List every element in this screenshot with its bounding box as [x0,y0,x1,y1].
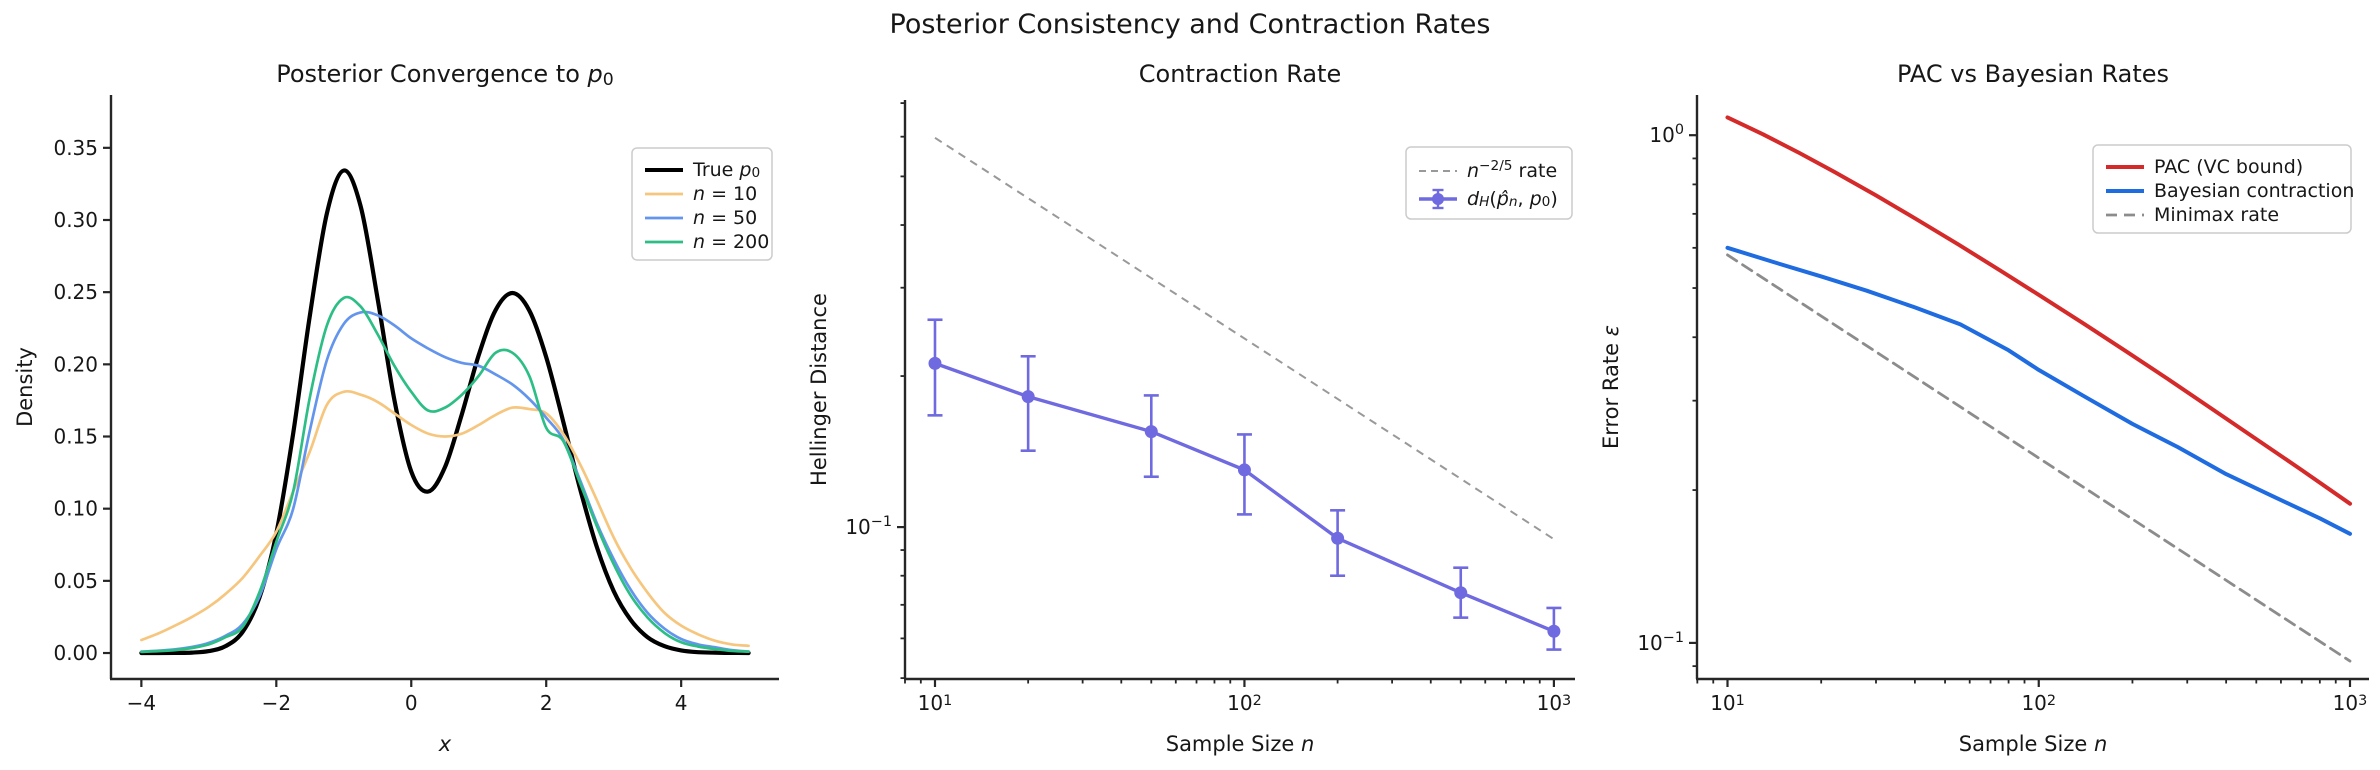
curve-pac-vs-bayesian-2 [1726,253,2352,663]
x-tick-label: −4 [127,691,156,715]
y-tick-label: 0.30 [53,208,98,232]
subplot-title: Posterior Convergence to p0 [276,60,614,90]
legend-box [631,147,773,261]
guide-rate-line [934,136,1555,541]
y-tick-label: 0.00 [53,641,98,665]
y-axis-label: Error Rate ε [1599,325,1623,449]
legend-item-label: n = 200 [693,231,769,253]
curve-posterior-convergence-0 [139,168,751,656]
x-tick-label: 102 [1227,691,1262,715]
legend-marker-sample [1432,193,1444,205]
x-tick-label: 103 [1537,691,1572,715]
data-point-marker [1021,390,1035,404]
subplot-title: Contraction Rate [1139,60,1341,88]
y-tick-label: 0.05 [53,569,98,593]
x-axis-label: Sample Size n [1959,732,2108,756]
subplot-contraction-rate: 101 102 103 10−1 Contraction Rate Sample Size… [807,60,1575,756]
legend-item-label: Minimax rate [2154,204,2279,226]
y-tick-label: 10−1 [845,514,892,539]
data-point-marker [1144,425,1158,439]
subplot-pac-vs-bayesian: 101 102 103 100 10−1 PAC vs Bayesian Rates Sam… [1599,60,2369,756]
y-tick-label: 0.15 [53,425,98,449]
x-tick-label: 102 [2021,691,2056,715]
y-axis-label: Density [13,347,37,427]
curve-posterior-convergence-2 [140,310,750,653]
legend-item-label: n = 10 [693,183,757,205]
y-tick-label: 10−1 [1637,630,1684,655]
legend-item-label: True p0 [692,159,760,181]
x-axis-label: x [438,732,452,756]
x-tick-label: 2 [540,691,553,715]
x-tick-label: −2 [262,691,291,715]
data-point-marker [1547,624,1561,638]
data-point-marker [928,356,942,370]
figure-title: Posterior Consistency and Contraction Ra… [889,9,1491,40]
legend-box [1405,146,1573,220]
data-point-marker [1331,531,1345,545]
data-point-marker [1454,586,1468,600]
legend-item-label: n−2/5 rate [1467,158,1557,182]
legend-item-label: n = 50 [693,207,757,229]
curve-posterior-convergence-3 [140,295,750,654]
legend-item-label: dH(p̂n, p0) [1467,188,1558,210]
curve-pac-vs-bayesian-0 [1725,115,2352,506]
x-tick-label: 103 [2333,691,2368,715]
curve-posterior-convergence-1 [140,389,750,648]
y-tick-label: 0.35 [53,136,98,160]
y-tick-label: 0.20 [53,352,98,376]
x-tick-label: 101 [918,691,953,715]
subplot-posterior-convergence: −4 −2 0 2 4 0.00 0.05 0.10 0.15 0.20 0.25 0.30 0.35 P… [13,60,779,756]
legend-item-label: Bayesian contraction [2154,180,2354,202]
subplot-title: PAC vs Bayesian Rates [1897,60,2169,88]
curve-pac-vs-bayesian-1 [1725,245,2352,536]
x-tick-label: 0 [405,691,418,715]
x-axis-label: Sample Size n [1166,732,1315,756]
legend-item-label: PAC (VC bound) [2154,156,2303,178]
y-tick-label: 0.25 [53,280,98,304]
y-tick-label: 100 [1649,122,1684,147]
legend-box [2092,144,2352,234]
data-point-marker [1237,463,1251,477]
y-axis-label: Hellinger Distance [807,293,831,486]
x-tick-label: 4 [675,691,688,715]
y-tick-label: 0.10 [53,497,98,521]
x-tick-label: 101 [1710,691,1745,715]
